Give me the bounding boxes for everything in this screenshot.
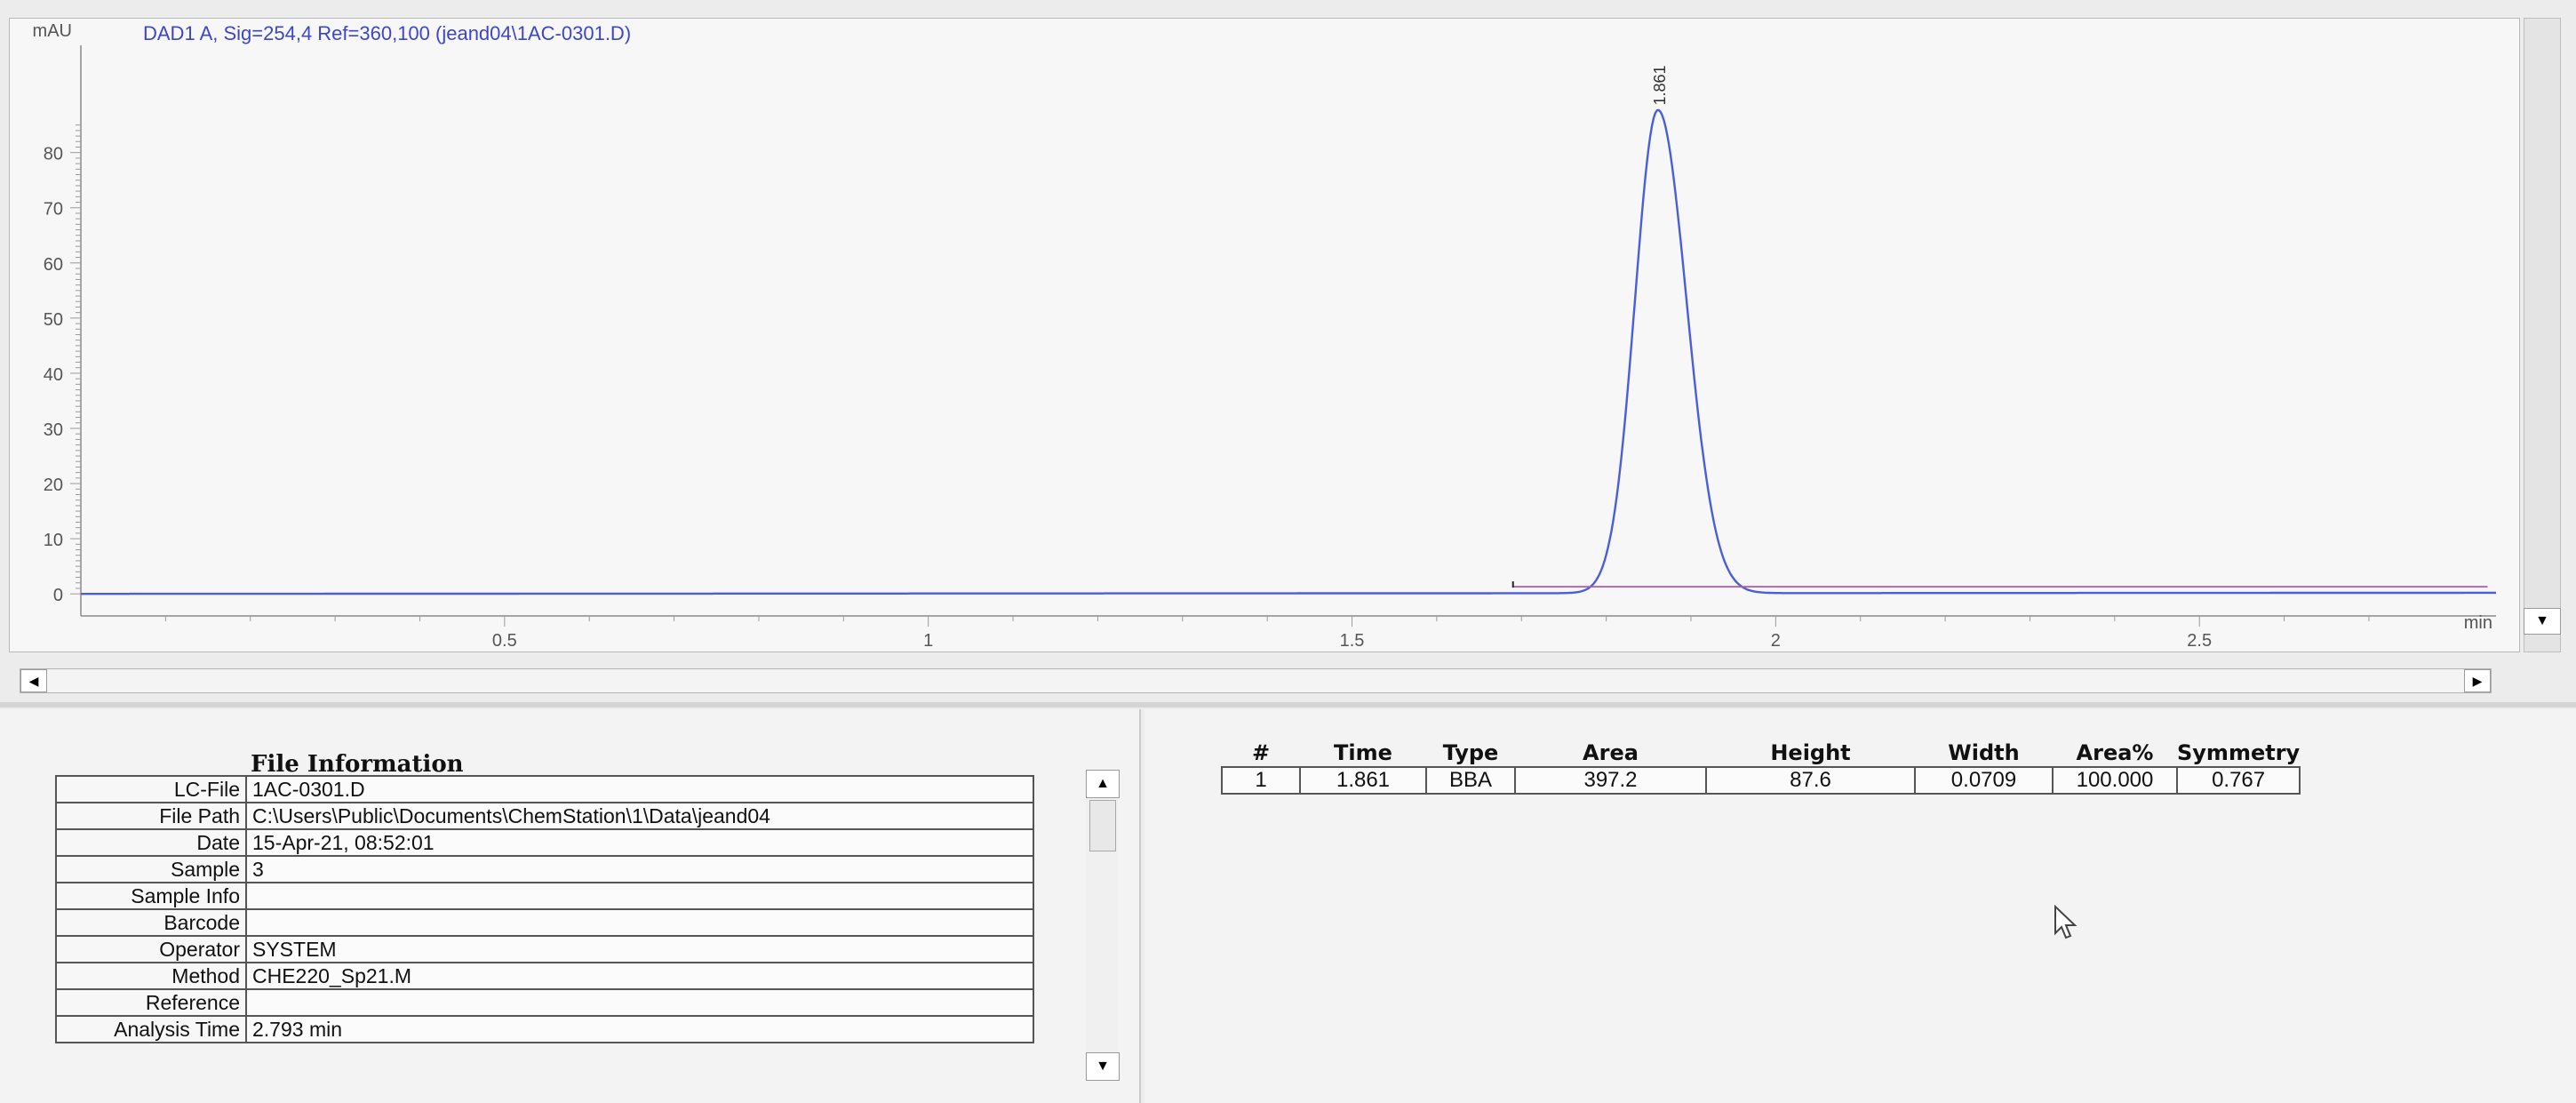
file-info-row: Date 15-Apr-21, 08:52:01 bbox=[55, 828, 1034, 857]
chart-title: DAD1 A, Sig=254,4 Ref=360,100 (jeand04\1… bbox=[143, 22, 632, 44]
peak-table-column-header[interactable]: Time bbox=[1334, 740, 1392, 765]
y-tick-label: 50 bbox=[44, 310, 63, 330]
peak-table-column-header[interactable]: Width bbox=[1948, 740, 2020, 765]
file-info-row: Sample Info bbox=[55, 882, 1034, 910]
y-tick-label: 0 bbox=[53, 586, 63, 605]
file-info-scrollbar[interactable]: ▲ ▼ bbox=[1086, 770, 1120, 1081]
file-info-value: 3 bbox=[245, 855, 1034, 883]
peak-table-column-header[interactable]: Area bbox=[1583, 740, 1639, 765]
scroll-left-icon[interactable]: ◀ bbox=[20, 669, 47, 692]
file-info-row: Reference bbox=[55, 988, 1034, 1017]
y-tick-label: 30 bbox=[44, 420, 63, 440]
x-tick-label: 1.5 bbox=[1340, 631, 1365, 651]
file-info-row: File Path C:\Users\Public\Documents\ChemS… bbox=[55, 802, 1034, 830]
file-info-value: 2.793 min bbox=[245, 1015, 1034, 1043]
peak-table-row[interactable]: 1 1.861 BBA 397.2 87.6 0.0709 100.000 0.767 bbox=[1221, 766, 2301, 795]
peak-table-cell[interactable]: 397.2 bbox=[1514, 766, 1707, 795]
peak-table-column-header[interactable]: # bbox=[1251, 740, 1271, 765]
x-axis: 0.5 1 1.5 2 2.5 min bbox=[81, 613, 2496, 651]
y-tick-label: 60 bbox=[44, 255, 63, 275]
file-info-heading: File Information bbox=[251, 751, 464, 778]
peak-table-cell[interactable]: 1 bbox=[1221, 766, 1301, 795]
file-info-row: Analysis Time 2.793 min bbox=[55, 1015, 1034, 1043]
x-axis-label: min bbox=[2464, 613, 2492, 633]
peak-table-header: # Time Type Area Height Width Area% Symmetry bbox=[1222, 739, 2300, 767]
chart-horizontal-scrollbar[interactable]: ◀ ▶ bbox=[20, 668, 2492, 693]
peak-table-column-header[interactable]: Area% bbox=[2076, 740, 2154, 765]
y-tick-label: 70 bbox=[44, 200, 63, 220]
file-info-label: Barcode bbox=[55, 908, 247, 937]
file-info-row: LC-File 1AC-0301.D bbox=[55, 775, 1034, 803]
scrollbar-thumb[interactable] bbox=[1089, 800, 1116, 851]
peak-table-cell[interactable]: BBA bbox=[1425, 766, 1516, 795]
file-info-label: Method bbox=[55, 962, 247, 990]
file-info-row: Method CHE220_Sp21.M bbox=[55, 962, 1034, 990]
pane-splitter[interactable] bbox=[0, 702, 2576, 707]
x-tick-label: 2 bbox=[1771, 631, 1781, 651]
y-tick-label: 40 bbox=[44, 365, 63, 385]
peak-table-column-header[interactable]: Type bbox=[1442, 740, 1499, 765]
scroll-down-icon[interactable]: ▼ bbox=[2524, 608, 2561, 635]
y-axis-label: mAU bbox=[33, 21, 72, 41]
file-info-row: Sample 3 bbox=[55, 855, 1034, 883]
file-info-value bbox=[245, 882, 1034, 910]
file-info-label: Reference bbox=[55, 988, 247, 1017]
scroll-down-icon[interactable]: ▼ bbox=[1086, 1052, 1120, 1081]
chart-series: 1.861 bbox=[81, 65, 2496, 595]
file-info-label: LC-File bbox=[55, 775, 247, 803]
file-info-label: Sample bbox=[55, 855, 247, 883]
file-info-value: 15-Apr-21, 08:52:01 bbox=[245, 828, 1034, 857]
file-info-label: Operator bbox=[55, 935, 247, 963]
y-tick-label: 80 bbox=[44, 145, 63, 164]
peak-table-cell[interactable]: 0.767 bbox=[2175, 766, 2301, 795]
file-info-value bbox=[245, 908, 1034, 937]
y-axis: 0 10 20 30 40 50 60 70 80 mAU bbox=[33, 21, 82, 616]
file-info-label: Sample Info bbox=[55, 882, 247, 910]
peak-table-cell[interactable]: 0.0709 bbox=[1914, 766, 2054, 795]
x-tick-label: 0.5 bbox=[492, 631, 517, 651]
file-info-label: Date bbox=[55, 828, 247, 857]
file-info-value: CHE220_Sp21.M bbox=[245, 962, 1034, 990]
file-info-value bbox=[245, 988, 1034, 1017]
peak-table-cell[interactable]: 1.861 bbox=[1299, 766, 1427, 795]
chart-vertical-scrollbar[interactable] bbox=[2524, 18, 2561, 652]
peak-retention-label: 1.861 bbox=[1651, 65, 1669, 105]
mouse-cursor-icon bbox=[2054, 905, 2078, 939]
x-tick-label: 2.5 bbox=[2187, 631, 2212, 651]
scroll-up-icon[interactable]: ▲ bbox=[1086, 770, 1120, 798]
peak-table-column-header[interactable]: Height bbox=[1770, 740, 1851, 765]
file-info-value: 1AC-0301.D bbox=[245, 775, 1034, 803]
file-info-table: LC-File 1AC-0301.D File Path C:\Users\Publi… bbox=[55, 775, 1034, 1043]
file-info-row: Barcode bbox=[55, 908, 1034, 937]
chromatogram-chart: 0 10 20 30 40 50 60 70 80 mAU 0.5 1 1.5 2 2.5 min 1.86… bbox=[33, 21, 2496, 651]
file-info-row: Operator SYSTEM bbox=[55, 935, 1034, 963]
file-info-value: SYSTEM bbox=[245, 935, 1034, 963]
peak-table-cell[interactable]: 100.000 bbox=[2052, 766, 2178, 795]
chromatogram-trace bbox=[81, 108, 2496, 595]
peak-table-column-header[interactable]: Symmetry bbox=[2177, 740, 2301, 765]
chromatogram-pane: 0 10 20 30 40 50 60 70 80 mAU 0.5 1 1.5 2 2.5 min 1.86… bbox=[9, 18, 2520, 652]
y-tick-label: 20 bbox=[44, 476, 63, 495]
file-info-label: File Path bbox=[55, 802, 247, 830]
x-tick-label: 1 bbox=[923, 631, 933, 651]
file-info-label: Analysis Time bbox=[55, 1015, 247, 1043]
file-info-value: C:\Users\Public\Documents\ChemStation\1\… bbox=[245, 802, 1034, 830]
scroll-right-icon[interactable]: ▶ bbox=[2464, 669, 2491, 692]
y-tick-label: 10 bbox=[44, 531, 63, 550]
peak-table-cell[interactable]: 87.6 bbox=[1705, 766, 1916, 795]
